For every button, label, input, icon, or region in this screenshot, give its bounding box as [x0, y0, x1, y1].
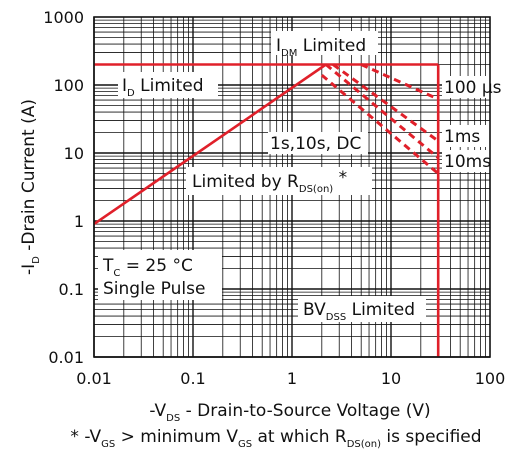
y-tick-labels: 0.01 0.1 1 10 100 1000: [43, 8, 84, 367]
y-tick-label: 0.01: [48, 348, 84, 367]
x-tick-label: 1: [287, 369, 297, 388]
x-tick-labels: 0.01 0.1 1 10 100: [76, 369, 505, 388]
id-limited-label: ID Limited: [122, 76, 204, 99]
x-axis-label: -VDS - Drain-to-Source Voltage (V): [149, 401, 430, 424]
series-limited-by-rds-on: [93, 63, 327, 226]
plot-frame: [93, 16, 491, 358]
y-tick-label: 10: [64, 144, 84, 163]
dc-box: [268, 132, 368, 154]
bv-limited-label: BVDSS Limited: [303, 300, 415, 323]
ms1-box: [442, 125, 494, 147]
series-layer: [93, 63, 440, 357]
id-limited-box: [118, 72, 218, 98]
series-1ms: [332, 63, 440, 143]
ms1-label: 1ms: [444, 127, 480, 147]
dc-label: 1s,10s, DC: [270, 134, 361, 154]
ms10-box: [442, 150, 494, 172]
annotation-boxes: [98, 31, 502, 322]
us100-label: 100 µs: [444, 78, 502, 98]
x-tick-label: 100: [475, 369, 506, 388]
us100-box: [442, 76, 502, 98]
y-axis-label: -ID -Drain Current (A): [19, 99, 42, 275]
footnote: * -VGS > minimum VGS at which RDS(on) is…: [70, 427, 481, 450]
x-tick-label: 0.1: [180, 369, 205, 388]
bv-limited-box: [298, 296, 426, 322]
rds-limited-label: Limited by RDS(on) *: [192, 168, 347, 195]
ms10-label: 10ms: [444, 152, 491, 172]
series-100-s: [360, 63, 439, 101]
x-tick-label: 10: [381, 369, 401, 388]
idm-limited-box: [271, 31, 378, 55]
idm-limited-label: IDM Limited: [276, 36, 366, 59]
single-pulse-label: Single Pulse: [103, 279, 205, 299]
y-tick-label: 1000: [43, 8, 84, 27]
y-tick-label: 100: [53, 76, 84, 95]
series-1s-10s-dc: [320, 73, 440, 175]
conditions-box: [98, 250, 222, 300]
series-10ms: [324, 63, 440, 159]
x-tick-label: 0.01: [76, 369, 112, 388]
y-tick-label: 0.1: [59, 280, 84, 299]
rds-box: [186, 167, 372, 195]
y-tick-label: 1: [74, 212, 84, 231]
tc-label: TC = 25 °C: [102, 256, 193, 279]
